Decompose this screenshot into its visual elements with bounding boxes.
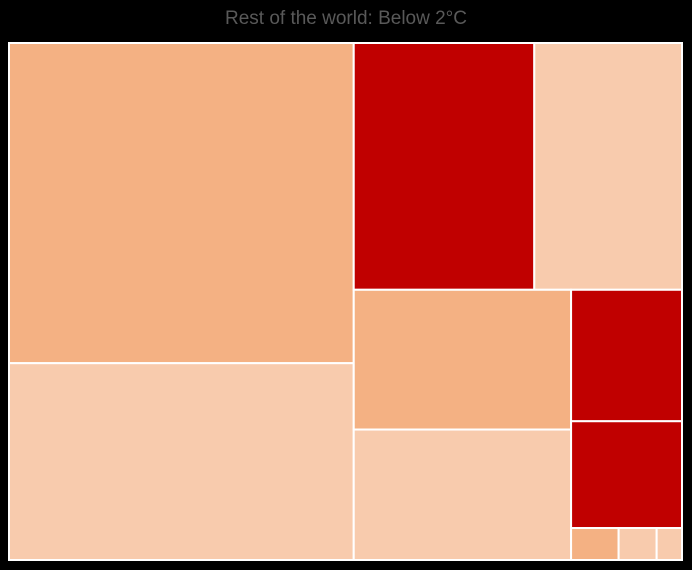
treemap-tile-7 — [570, 288, 684, 423]
treemap-tiles — [8, 42, 684, 562]
treemap-tile-8 — [570, 420, 684, 530]
treemap-tile-5 — [352, 288, 573, 431]
treemap-tile-1 — [8, 42, 355, 365]
treemap-tile-4 — [533, 42, 684, 291]
treemap-tile-6 — [352, 428, 573, 562]
chart-title: Rest of the world: Below 2°C — [224, 8, 468, 29]
treemap-tile-2 — [8, 362, 355, 561]
treemap-tile-9 — [570, 527, 620, 562]
treemap-tile-10 — [617, 527, 658, 562]
treemap-tile-11 — [655, 527, 683, 562]
treemap-tile-3 — [352, 42, 536, 291]
